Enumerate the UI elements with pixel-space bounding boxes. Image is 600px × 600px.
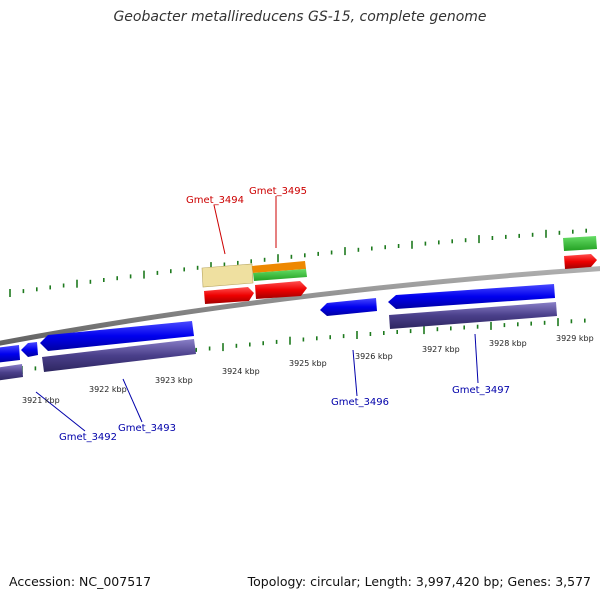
tick-label-3921: 3921 kbp	[22, 396, 60, 405]
tick-label-3928: 3928 kbp	[489, 339, 527, 348]
genome-backbone	[0, 266, 600, 346]
gene-label-gmet-3492[interactable]: Gmet_3492	[59, 432, 117, 443]
cds-gmet-3495[interactable]	[255, 281, 307, 299]
gene-label-gmet-3493[interactable]: Gmet_3493	[118, 423, 176, 434]
cds-gmet-3494[interactable]	[204, 287, 254, 304]
cds-small-left[interactable]	[21, 342, 38, 357]
feature-orange	[252, 261, 306, 273]
tick-label-3924: 3924 kbp	[222, 367, 260, 376]
kbp-tick-labels: 3921 kbp 3922 kbp 3923 kbp 3924 kbp 3925…	[22, 334, 594, 405]
cds-edge-right[interactable]	[564, 254, 597, 269]
map-title: Geobacter metallireducens GS-15, complet…	[113, 9, 487, 25]
feature-green-edge	[563, 236, 597, 251]
tick-label-3922: 3922 kbp	[89, 385, 127, 394]
cds-gmet-3496[interactable]	[320, 298, 377, 316]
feature-gmet-3493	[42, 339, 196, 372]
gene-label-gmet-3496[interactable]: Gmet_3496	[331, 397, 389, 408]
tick-label-3925: 3925 kbp	[289, 359, 327, 368]
topology-text: Topology: circular; Length: 3,997,420 bp…	[247, 574, 591, 589]
cds-gmet-3497[interactable]	[388, 284, 555, 309]
cds-edge-left[interactable]	[0, 345, 20, 363]
tick-label-3926: 3926 kbp	[355, 352, 393, 361]
gene-label-gmet-3497[interactable]: Gmet_3497	[452, 385, 510, 396]
accession-text: Accession: NC_007517	[9, 574, 152, 589]
gene-label-gmet-3494[interactable]: Gmet_3494	[186, 195, 244, 206]
reverse-strand-features	[0, 284, 557, 381]
tick-label-3927: 3927 kbp	[422, 345, 460, 354]
misc-feature-beige	[201, 263, 254, 288]
tick-label-3929: 3929 kbp	[556, 334, 594, 343]
gene-labels: Gmet_3494 Gmet_3495 Gmet_3492 Gmet_3493 …	[59, 186, 510, 443]
feature-green-small	[253, 269, 307, 281]
feature-gmet-3497-lower	[389, 302, 557, 329]
tick-label-3923: 3923 kbp	[155, 376, 193, 385]
cds-gmet-3492[interactable]	[40, 321, 194, 351]
feature-edge-left	[0, 364, 23, 381]
forward-strand-features	[201, 236, 597, 304]
gene-label-leaders	[35, 196, 479, 432]
gene-label-gmet-3495[interactable]: Gmet_3495	[249, 186, 307, 197]
